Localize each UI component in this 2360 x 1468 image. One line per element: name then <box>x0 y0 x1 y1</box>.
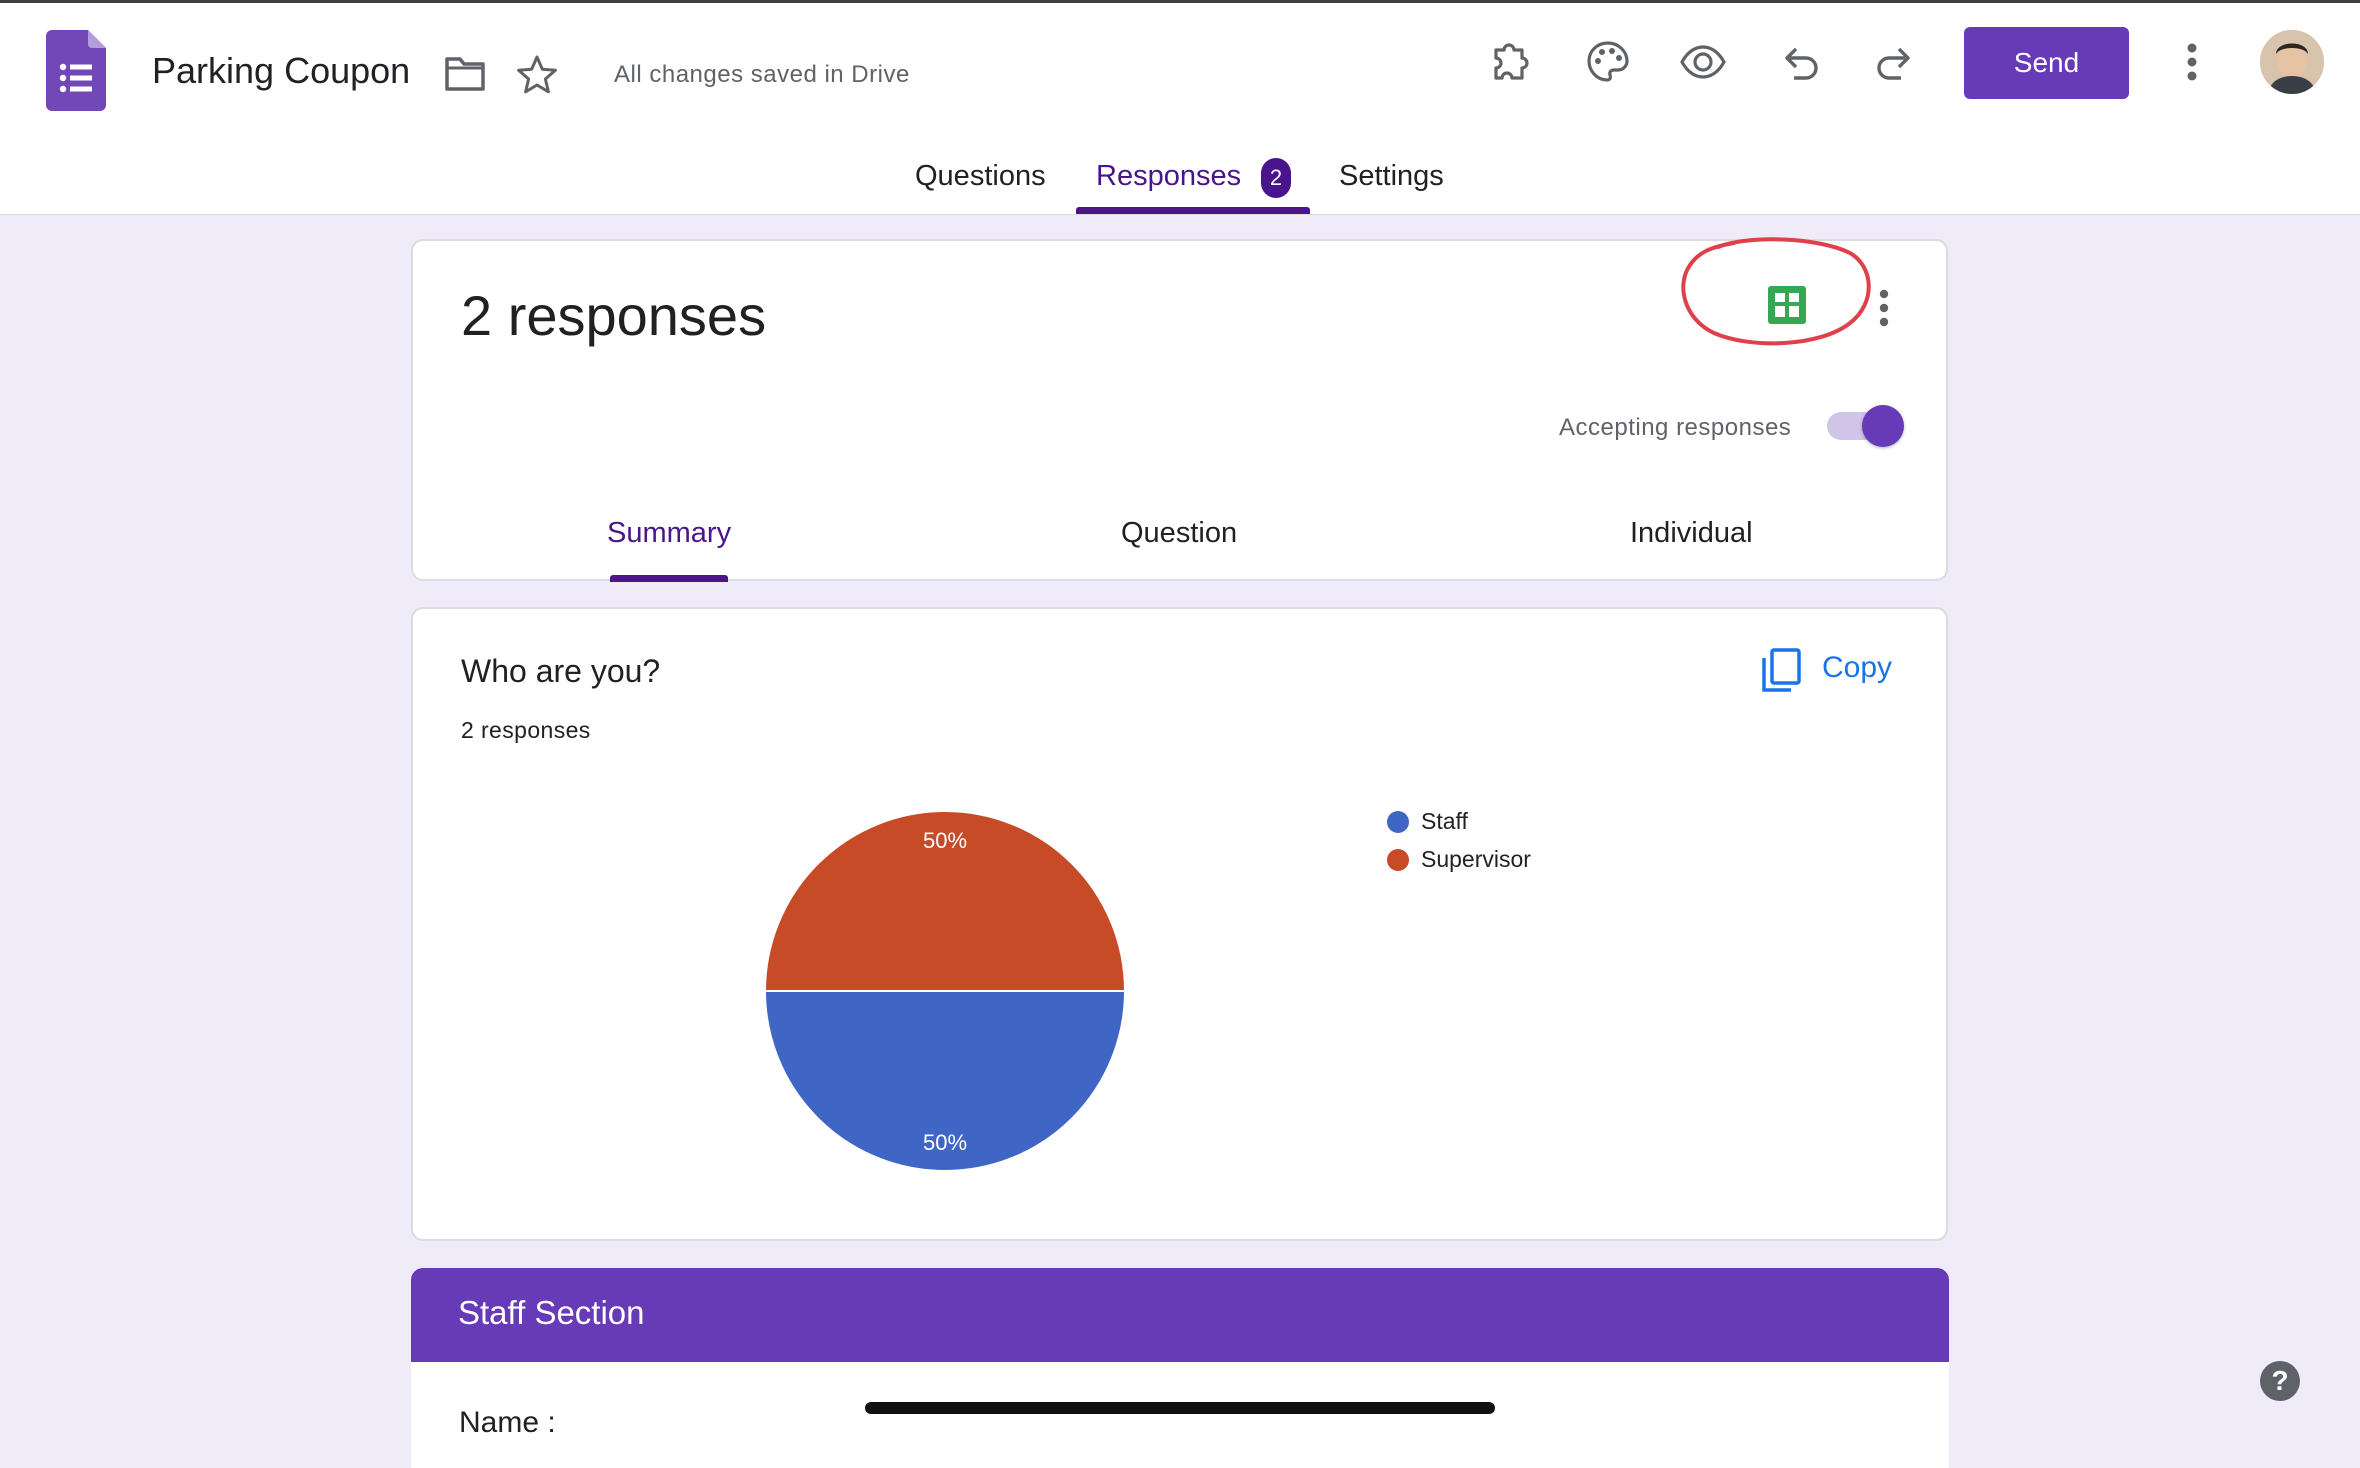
forms-logo-icon[interactable] <box>46 30 106 111</box>
question-response-count: 2 responses <box>461 717 591 743</box>
question-summary-card: Who are you? 2 responses Copy 50% 50% Sta… <box>411 607 1948 1241</box>
document-title[interactable]: Parking Coupon <box>152 50 411 91</box>
accepting-toggle[interactable] <box>1862 405 1904 447</box>
active-subtab-indicator <box>610 575 728 582</box>
copy-icon[interactable] <box>1761 647 1801 693</box>
undo-icon[interactable] <box>1780 44 1820 80</box>
pie-label-supervisor: 50% <box>923 828 967 853</box>
section-header: Staff Section <box>411 1268 1949 1362</box>
subtab-individual[interactable]: Individual <box>1630 517 1753 549</box>
copy-chart-button[interactable]: Copy <box>1822 651 1893 684</box>
subtab-summary[interactable]: Summary <box>607 517 732 549</box>
pie-slice-staff <box>763 990 1127 1172</box>
responses-header-card: 2 responses Accepting responses Summary … <box>411 237 1948 582</box>
responses-more-icon[interactable] <box>1878 289 1890 327</box>
legend-swatch-supervisor <box>1387 849 1409 871</box>
accepting-responses-label: Accepting responses <box>1559 414 1792 441</box>
section-first-question: Name : <box>459 1406 556 1439</box>
eye-preview-icon[interactable] <box>1680 44 1726 80</box>
folder-icon[interactable] <box>444 56 486 92</box>
tab-settings[interactable]: Settings <box>1339 160 1444 192</box>
star-icon[interactable] <box>516 54 558 94</box>
responses-count-badge: 2 <box>1261 158 1291 198</box>
home-indicator-bar <box>865 1402 1495 1414</box>
legend-swatch-staff <box>1387 811 1409 833</box>
link-to-sheets-icon[interactable] <box>1768 286 1806 324</box>
avatar[interactable] <box>2260 30 2324 94</box>
active-tab-indicator <box>1076 207 1310 214</box>
responses-count-title: 2 responses <box>461 284 767 347</box>
save-status: All changes saved in Drive <box>614 61 910 88</box>
addon-puzzle-icon[interactable] <box>1490 40 1534 84</box>
avatar-image <box>2260 30 2324 94</box>
legend-label-supervisor: Supervisor <box>1421 846 1531 872</box>
svg-text:?: ? <box>2271 1365 2288 1396</box>
top-bar: Parking Coupon All changes saved in Driv… <box>0 0 2360 215</box>
tab-questions[interactable]: Questions <box>915 160 1046 192</box>
tab-responses[interactable]: Responses <box>1096 160 1242 192</box>
help-icon[interactable]: ? <box>2259 1360 2301 1402</box>
section-title: Staff Section <box>458 1294 645 1331</box>
redo-icon[interactable] <box>1875 44 1915 80</box>
pie-label-staff: 50% <box>923 1130 967 1155</box>
pie-chart: 50% 50% <box>763 810 1127 1172</box>
send-button[interactable]: Send <box>1964 27 2129 99</box>
annotation-circle <box>1681 237 1871 346</box>
legend-label-staff: Staff <box>1421 808 1468 834</box>
pie-slice-supervisor <box>763 810 1127 992</box>
question-title: Who are you? <box>461 653 661 689</box>
top-edge-line <box>0 0 2360 3</box>
subtab-question[interactable]: Question <box>1121 517 1238 549</box>
staff-section-card: Staff Section Name : <box>411 1268 1949 1468</box>
more-vert-icon[interactable] <box>2186 42 2198 82</box>
palette-icon[interactable] <box>1586 40 1630 84</box>
